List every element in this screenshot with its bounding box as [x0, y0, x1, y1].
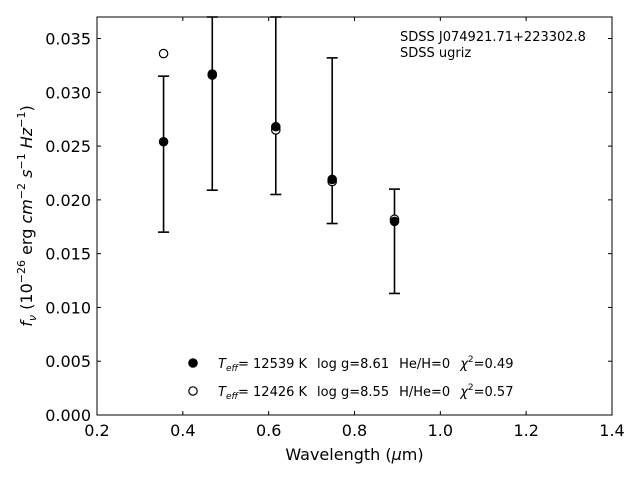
x-tick-label: 1.0	[428, 421, 453, 440]
y-tick-label: 0.015	[45, 245, 91, 264]
axis-ticks: 0.2 0.4 0.6 0.8 1.0 1.2 1.4 0.000 0.005 0.010 0.01…	[45, 17, 625, 440]
annotation-survey: SDSS ugriz	[400, 46, 471, 61]
x-tick-label: 1.4	[599, 421, 624, 440]
x-tick-label: 0.2	[84, 421, 109, 440]
y-tick-label: 0.030	[45, 83, 91, 102]
x-axis-label: Wavelength (μm)	[285, 445, 423, 464]
point-filled	[389, 216, 400, 227]
point-filled	[158, 136, 169, 147]
y-tick-label: 0.025	[45, 137, 91, 156]
point-filled	[270, 121, 281, 132]
annotation-object-name: SDSS J074921.71+223302.8	[400, 30, 586, 45]
legend-marker-filled	[188, 358, 198, 368]
x-tick-label: 0.6	[256, 421, 281, 440]
y-tick-label: 0.005	[45, 352, 91, 371]
y-axis-label: fν (10−26 erg cm−2 s−1 Hz−1)	[15, 105, 39, 326]
x-tick-label: 0.8	[342, 421, 367, 440]
y-tick-label: 0.010	[45, 298, 91, 317]
y-tick-label: 0.000	[45, 406, 91, 425]
point-open	[158, 48, 169, 59]
plot-area-frame	[96, 16, 613, 416]
y-tick-label: 0.035	[45, 30, 91, 49]
legend-marker-open	[188, 386, 198, 396]
point-filled	[207, 69, 218, 79]
x-tick-label: 1.2	[513, 421, 538, 440]
y-tick-label: 0.020	[45, 191, 91, 210]
error-bars	[158, 16, 400, 295]
x-tick-label: 0.4	[170, 421, 195, 440]
point-filled	[327, 174, 337, 185]
data-points	[158, 48, 400, 227]
